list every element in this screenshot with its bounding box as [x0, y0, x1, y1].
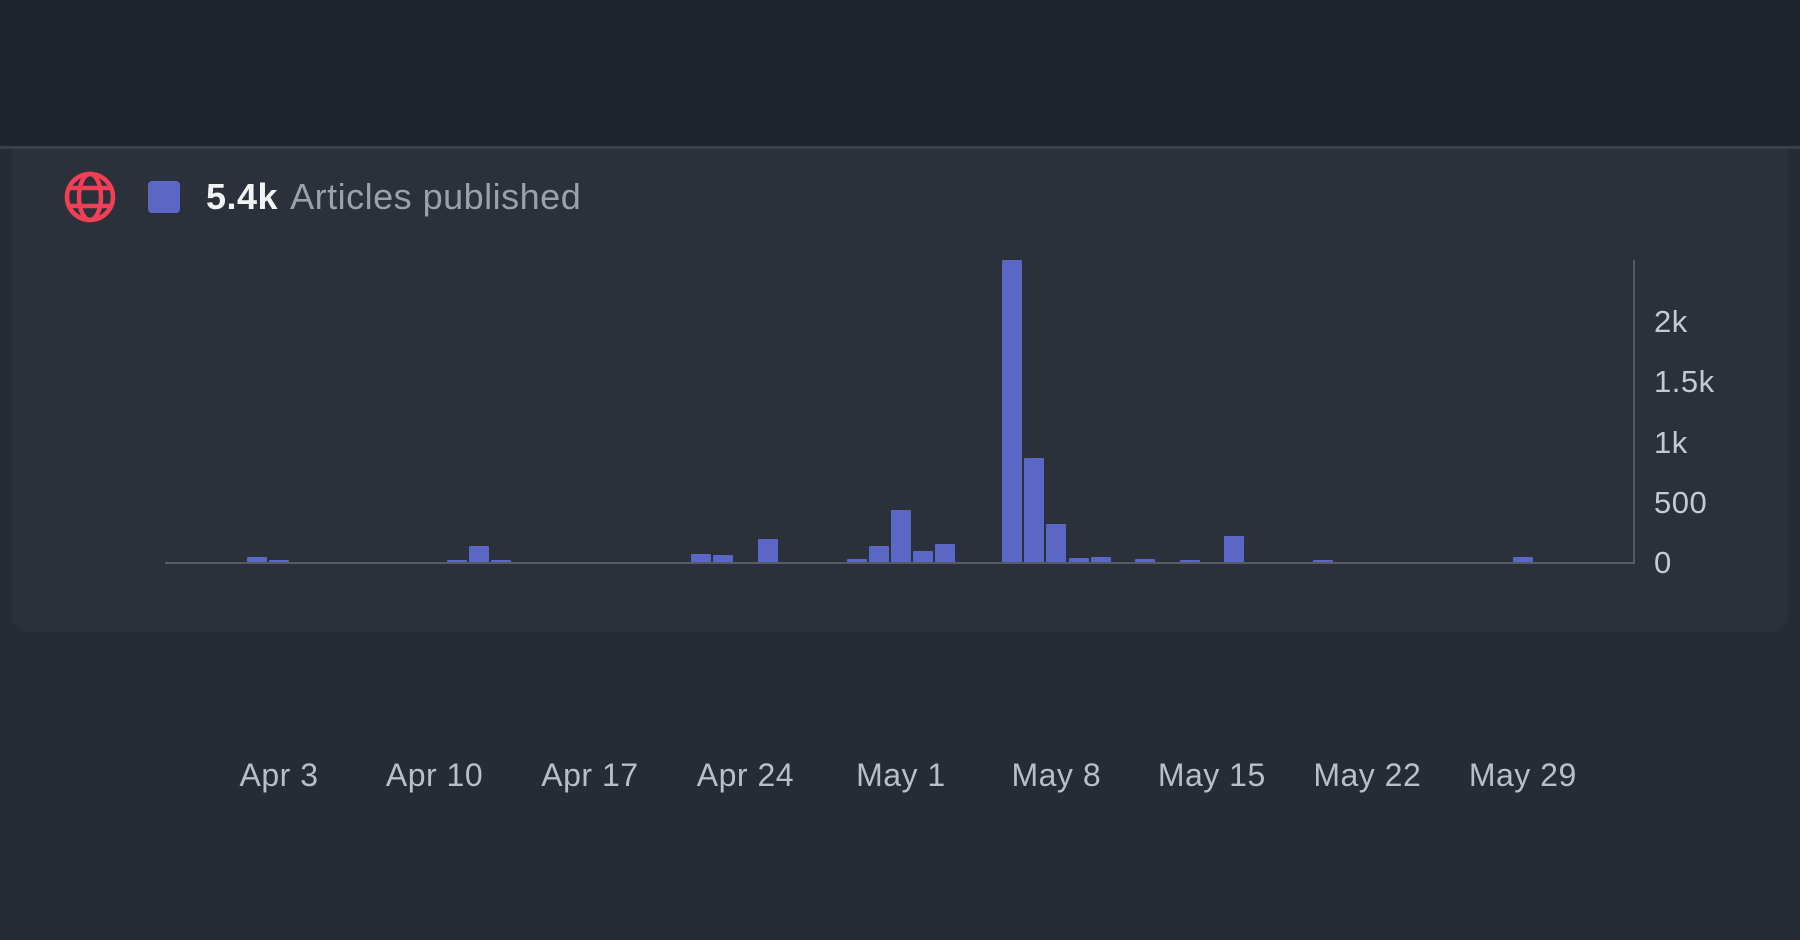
bar[interactable] — [691, 554, 711, 562]
bar[interactable] — [1179, 560, 1200, 562]
x-axis-tick-label: May 15 — [1157, 757, 1266, 793]
bar[interactable] — [1135, 559, 1156, 562]
bar[interactable] — [491, 560, 512, 562]
x-axis-tick-label: May 29 — [1468, 757, 1577, 793]
y-axis-tick-label: 1.5k — [1654, 364, 1715, 400]
total-count: 5.4k — [206, 176, 279, 217]
x-axis-tick-label: Apr 3 — [239, 757, 319, 793]
bar[interactable] — [1224, 536, 1244, 562]
top-band — [0, 0, 1800, 146]
bar[interactable] — [757, 539, 778, 562]
bar[interactable] — [890, 510, 911, 562]
bar[interactable] — [1090, 557, 1111, 562]
bar[interactable] — [1512, 557, 1533, 562]
x-axis-tick-label: May 22 — [1313, 757, 1422, 793]
bar[interactable] — [935, 544, 956, 562]
series-label: Articles published — [290, 176, 582, 217]
bar[interactable] — [1024, 458, 1045, 562]
y-axis-tick-label: 1k — [1654, 424, 1688, 460]
bar[interactable] — [1046, 524, 1067, 562]
bar[interactable] — [1001, 260, 1022, 562]
card-top-divider — [0, 146, 1800, 149]
y-axis-tick-label: 2k — [1654, 304, 1688, 340]
chart-card: 5.4k Articles published 2k 1.5k 1k 500 0 — [12, 149, 1788, 632]
x-axis-line — [165, 562, 1635, 564]
bar[interactable] — [269, 560, 289, 562]
x-axis-tick-label: Apr 17 — [541, 757, 639, 793]
legend-swatch — [148, 181, 180, 213]
y-axis-line — [1633, 260, 1635, 564]
x-axis-tick-label: Apr 24 — [696, 757, 795, 793]
bar[interactable] — [846, 559, 867, 562]
y-axis-tick-label: 0 — [1654, 545, 1672, 580]
x-axis-tick-label: May 8 — [1011, 757, 1102, 793]
bar[interactable] — [468, 546, 489, 562]
bar[interactable] — [446, 560, 467, 562]
globe-icon — [64, 171, 116, 223]
bar[interactable] — [913, 551, 934, 562]
legend-item-articles-published[interactable]: 5.4k Articles published — [148, 176, 581, 218]
bar-chart: 2k 1.5k 1k 500 0 — [12, 149, 1788, 632]
y-axis-tick-label: 500 — [1654, 484, 1708, 520]
bar[interactable] — [868, 546, 889, 562]
bar[interactable] — [246, 557, 267, 562]
bar[interactable] — [1068, 558, 1089, 562]
x-axis-tick-label: May 1 — [856, 757, 946, 793]
bar[interactable] — [713, 555, 734, 562]
bar[interactable] — [1312, 560, 1333, 562]
chart-header: 5.4k Articles published — [62, 167, 581, 227]
x-axis-tick-label: Apr 10 — [385, 757, 484, 793]
